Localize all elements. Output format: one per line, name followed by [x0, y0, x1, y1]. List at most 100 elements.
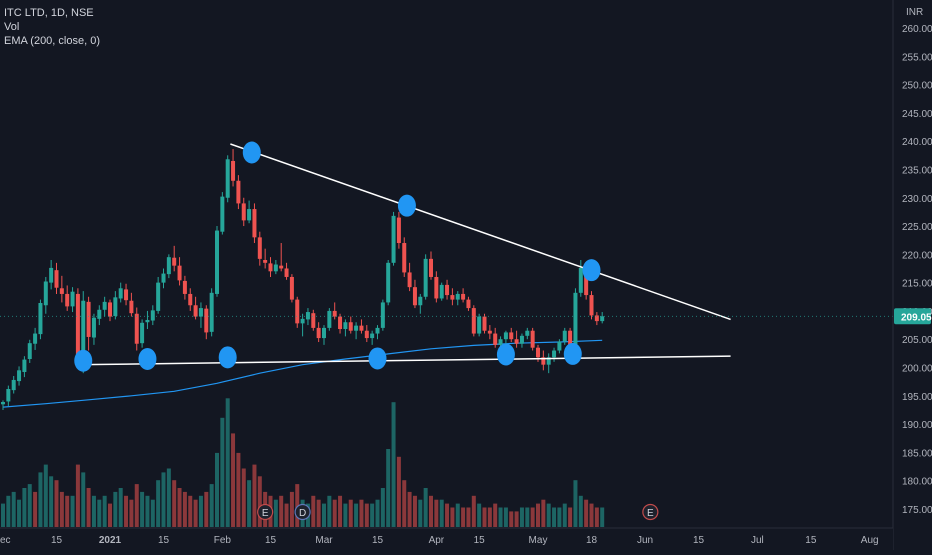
- pivot-marker[interactable]: [368, 347, 387, 370]
- candle: [359, 325, 364, 331]
- candle: [268, 263, 273, 272]
- volume-bar: [54, 480, 59, 527]
- volume-bar: [396, 456, 401, 527]
- currency-label[interactable]: INR: [906, 7, 923, 18]
- volume-bar: [38, 472, 43, 527]
- time-tick-label: 15: [805, 535, 817, 546]
- volume-bar: [17, 499, 22, 527]
- time-tick-label: 15: [693, 535, 705, 546]
- pivot-marker[interactable]: [563, 342, 582, 365]
- ema-indicator-label[interactable]: EMA (200, close, 0): [4, 35, 100, 47]
- volume-bar: [536, 503, 540, 527]
- time-tick-label: 15: [265, 535, 277, 546]
- price-tick-label: 205.00: [902, 335, 932, 346]
- pivot-marker[interactable]: [74, 349, 93, 372]
- volume-bar: [129, 499, 134, 527]
- candle: [338, 316, 343, 330]
- candle: [113, 297, 118, 317]
- volume-bar: [493, 503, 498, 527]
- pivot-marker[interactable]: [496, 343, 515, 366]
- volume-bar: [466, 507, 471, 527]
- time-tick-label: May: [529, 535, 548, 546]
- time-axis[interactable]: [0, 528, 893, 550]
- volume-bar: [498, 507, 503, 527]
- candle: [311, 313, 316, 328]
- time-tick-label: Mar: [315, 535, 333, 546]
- volume-bar: [236, 452, 241, 527]
- volume-bar: [134, 484, 139, 527]
- pivot-marker[interactable]: [397, 194, 416, 217]
- pivot-marker[interactable]: [138, 348, 157, 371]
- volume-bar: [161, 472, 166, 527]
- event-marker[interactable]: [642, 503, 659, 521]
- candle: [156, 282, 161, 311]
- candle: [70, 291, 75, 307]
- candle: [279, 265, 284, 269]
- candle: [455, 293, 460, 300]
- candle: [305, 312, 310, 320]
- candle: [536, 347, 540, 358]
- candle: [327, 310, 332, 328]
- volume-bar: [552, 507, 557, 527]
- volume-bar: [289, 491, 294, 527]
- volume-bar: [541, 499, 546, 527]
- candle: [402, 243, 407, 273]
- volume-bar: [22, 488, 27, 527]
- candle: [300, 318, 305, 324]
- volume-bar: [380, 488, 385, 527]
- candle: [466, 299, 471, 309]
- volume-bar: [102, 495, 107, 527]
- candle: [316, 327, 321, 339]
- candle: [295, 299, 300, 324]
- candle: [557, 341, 562, 351]
- event-marker[interactable]: [257, 503, 274, 521]
- candle: [204, 308, 209, 333]
- candle: [257, 237, 262, 259]
- volume-bar: [477, 503, 482, 527]
- candle: [289, 276, 294, 300]
- time-tick-label: 15: [51, 535, 63, 546]
- pivot-marker[interactable]: [582, 259, 601, 282]
- price-tick-label: 195.00: [902, 392, 932, 403]
- volume-bar: [412, 495, 417, 527]
- volume-bar: [418, 499, 423, 527]
- candle: [573, 292, 578, 348]
- volume-bar: [59, 491, 64, 527]
- candle: [322, 327, 326, 339]
- volume-bar: [370, 503, 375, 527]
- volume-bar: [530, 507, 535, 527]
- candle: [600, 316, 605, 322]
- candle: [348, 322, 353, 331]
- volume-bar: [348, 499, 353, 527]
- candle: [354, 325, 359, 331]
- volume-bar: [1, 503, 5, 527]
- volume-bar: [70, 495, 75, 527]
- candle: [27, 343, 32, 360]
- event-marker[interactable]: [294, 503, 311, 521]
- volume-indicator-label[interactable]: Vol: [4, 21, 20, 33]
- pivot-marker[interactable]: [218, 346, 237, 369]
- candle: [487, 330, 492, 334]
- trendline[interactable]: [230, 143, 731, 321]
- price-tick-label: 215.00: [902, 279, 932, 290]
- volume-bar: [439, 499, 444, 527]
- volume-bar: [150, 499, 155, 527]
- volume-bar: [220, 417, 225, 527]
- candle: [65, 293, 70, 307]
- volume-bar: [407, 491, 412, 527]
- price-axis[interactable]: [893, 0, 932, 550]
- candle: [220, 196, 225, 232]
- time-tick-label: ec: [0, 535, 11, 546]
- volume-bar: [434, 499, 439, 527]
- trendline[interactable]: [83, 355, 731, 366]
- candle: [503, 332, 508, 340]
- volume-bar: [386, 449, 391, 527]
- candle: [439, 284, 444, 299]
- pivot-marker[interactable]: [242, 141, 261, 164]
- candle: [215, 230, 219, 294]
- candle: [343, 322, 348, 330]
- volume-bar: [503, 507, 508, 527]
- symbol-title[interactable]: ITC LTD, 1D, NSE: [4, 7, 94, 19]
